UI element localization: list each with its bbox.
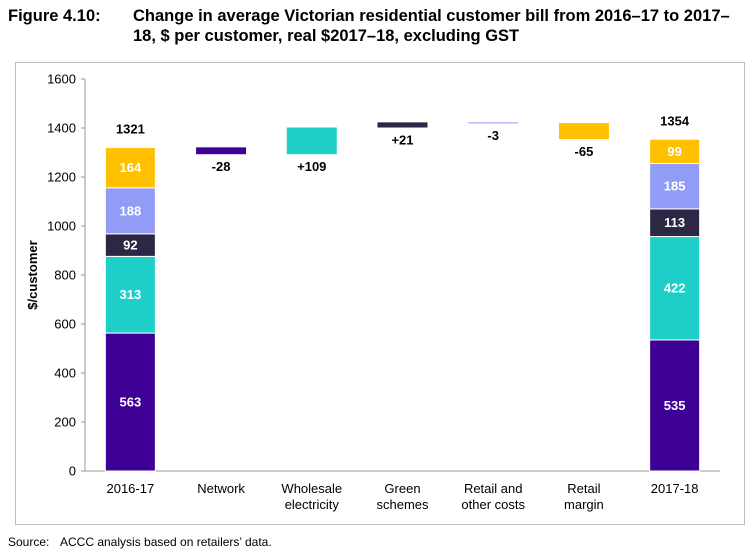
y-tick-label: 1400: [47, 121, 76, 136]
chart-frame: [15, 62, 745, 525]
end-bar-segment: [649, 208, 701, 238]
y-tick-label: 600: [54, 317, 76, 332]
end-bar-total-label: 1354: [660, 113, 690, 128]
x-tick-label: margin: [564, 497, 604, 512]
end-bar-segment-label: 535: [664, 398, 686, 413]
change-label: -3: [487, 128, 499, 143]
start-bar-segment: [104, 332, 156, 472]
change-bar: [468, 122, 519, 124]
y-tick-label: 400: [54, 366, 76, 381]
x-tick-label: Retail: [567, 481, 600, 496]
end-bar-segment-label: 185: [664, 179, 686, 194]
end-bar-segment: [649, 138, 701, 165]
x-tick-label: Network: [197, 481, 245, 496]
start-bar-segment-label: 92: [123, 238, 137, 253]
x-tick-label: schemes: [376, 497, 429, 512]
y-axis-label: $/customer: [25, 240, 40, 309]
start-bar-segment: [104, 187, 156, 235]
change-bar: [377, 122, 428, 128]
end-bar-segment-label: 422: [664, 281, 686, 296]
y-tick-label: 1000: [47, 219, 76, 234]
start-bar-total-label: 1321: [116, 121, 145, 136]
y-tick-label: 1200: [47, 170, 76, 185]
x-tick-label: Green: [384, 481, 420, 496]
end-bar-segment-label: 113: [664, 215, 685, 230]
x-tick-label: Wholesale: [281, 481, 342, 496]
change-bar: [558, 123, 609, 140]
source-label: Source:: [8, 535, 50, 549]
start-bar-segment-label: 164: [120, 160, 142, 175]
figure-title-text: Change in average Victorian residential …: [133, 7, 730, 45]
x-tick-label: 2017-18: [651, 481, 699, 496]
start-bar-segment-label: 563: [120, 395, 142, 410]
change-label: +21: [391, 133, 413, 148]
x-tick-label: electricity: [285, 497, 340, 512]
x-tick-label: 2016-17: [106, 481, 154, 496]
change-bar: [286, 127, 337, 155]
start-bar-segment: [104, 255, 156, 334]
x-tick-label: Retail and: [464, 481, 523, 496]
change-label: +109: [297, 159, 326, 174]
start-bar-segment-label: 188: [120, 203, 142, 218]
source-text: ACCC analysis based on retailers’ data.: [60, 535, 272, 549]
figure-label: Figure 4.10:: [8, 7, 101, 25]
y-tick-label: 0: [69, 464, 76, 479]
x-tick-label: other costs: [461, 497, 525, 512]
y-tick-label: 800: [54, 268, 76, 283]
change-bar: [196, 147, 247, 155]
start-bar-segment-label: 313: [120, 287, 142, 302]
change-label: -28: [212, 159, 231, 174]
y-tick-label: 200: [54, 415, 76, 430]
end-bar-segment: [649, 339, 701, 472]
y-tick-label: 1600: [47, 72, 76, 87]
start-bar-segment: [104, 147, 156, 189]
end-bar-segment-label: 99: [667, 144, 681, 159]
change-label: -65: [575, 144, 594, 159]
end-bar-segment: [649, 163, 701, 210]
